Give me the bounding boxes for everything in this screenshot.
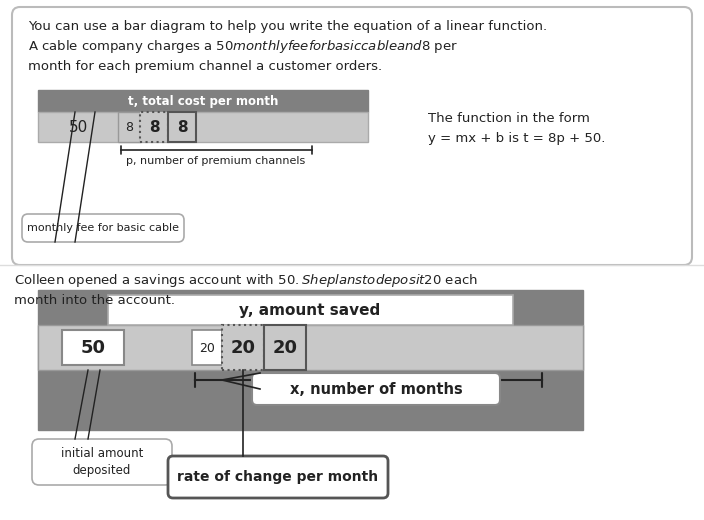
Text: 8: 8 bbox=[125, 121, 133, 134]
Text: x, number of months: x, number of months bbox=[289, 382, 463, 397]
Bar bbox=[38, 112, 368, 142]
Text: 50: 50 bbox=[68, 120, 87, 135]
Bar bbox=[168, 112, 196, 142]
Bar bbox=[38, 90, 368, 112]
Text: Colleen opened a savings account with $50. She plans to deposit $20 each
month i: Colleen opened a savings account with $5… bbox=[14, 272, 478, 307]
Text: You can use a bar diagram to help you write the equation of a linear function.: You can use a bar diagram to help you wr… bbox=[28, 20, 547, 33]
Bar bbox=[140, 112, 168, 142]
Bar bbox=[108, 295, 513, 325]
Bar bbox=[222, 325, 264, 370]
FancyBboxPatch shape bbox=[12, 7, 692, 265]
Text: 20: 20 bbox=[272, 339, 298, 357]
Text: rate of change per month: rate of change per month bbox=[177, 470, 379, 484]
Text: monthly fee for basic cable: monthly fee for basic cable bbox=[27, 223, 179, 233]
Bar bbox=[118, 112, 140, 142]
Text: t, total cost per month: t, total cost per month bbox=[128, 95, 278, 108]
FancyBboxPatch shape bbox=[32, 439, 172, 485]
Bar bbox=[192, 330, 222, 365]
Text: The function in the form
y = mx + b is t = 8p + 50.: The function in the form y = mx + b is t… bbox=[428, 112, 605, 145]
Text: 8: 8 bbox=[177, 120, 187, 135]
Bar bbox=[38, 290, 583, 430]
Text: 20: 20 bbox=[199, 342, 215, 355]
Text: 8: 8 bbox=[149, 120, 159, 135]
Bar bbox=[62, 330, 124, 365]
Text: initial amount
deposited: initial amount deposited bbox=[61, 447, 143, 477]
FancyBboxPatch shape bbox=[252, 373, 500, 405]
FancyBboxPatch shape bbox=[168, 456, 388, 498]
Text: y, amount saved: y, amount saved bbox=[239, 303, 381, 318]
Bar bbox=[38, 325, 583, 370]
Text: 20: 20 bbox=[230, 339, 256, 357]
Text: 50: 50 bbox=[80, 339, 106, 357]
Bar bbox=[264, 325, 306, 370]
Text: A cable company charges a $50 monthly fee for basic cable and $8 per
month for e: A cable company charges a $50 monthly fe… bbox=[28, 38, 458, 73]
FancyBboxPatch shape bbox=[22, 214, 184, 242]
Text: p, number of premium channels: p, number of premium channels bbox=[127, 156, 306, 166]
